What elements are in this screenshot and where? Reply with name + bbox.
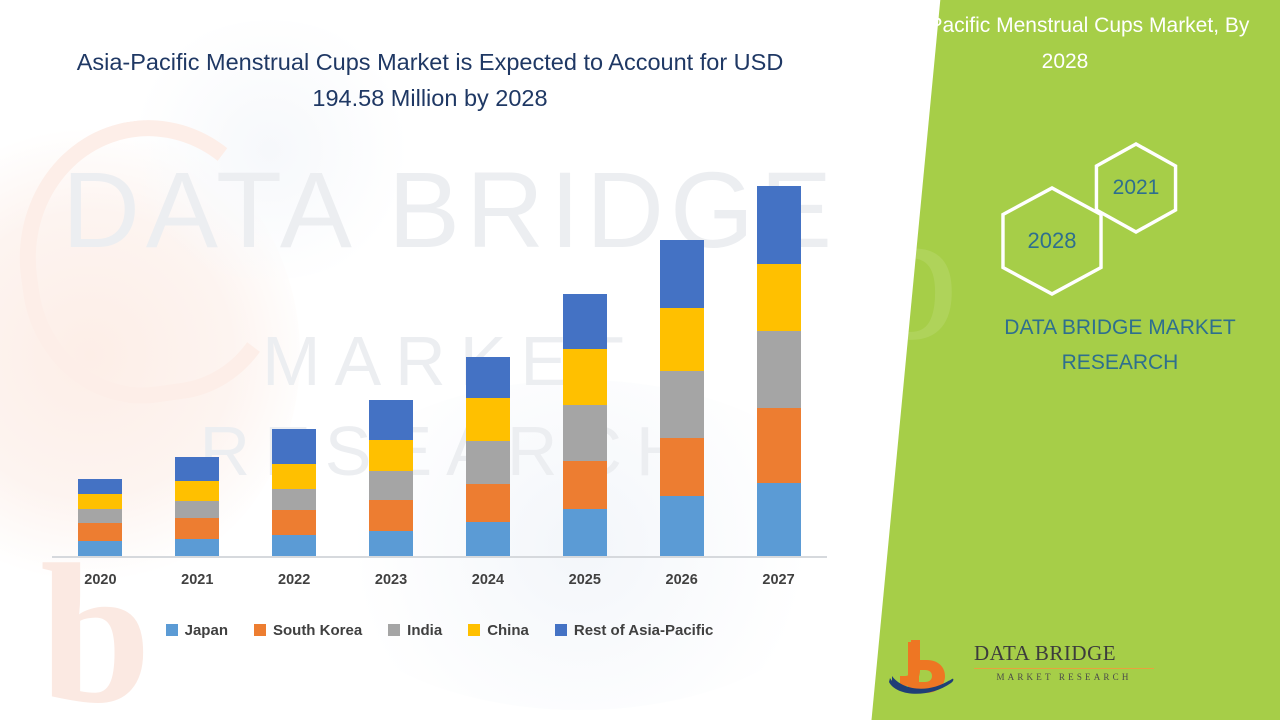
bar-segment-india[interactable] bbox=[175, 500, 220, 519]
bar-segment-india[interactable] bbox=[369, 471, 414, 500]
bar-column-2020 bbox=[52, 150, 148, 557]
bar-segment-rest-of-asia-pacific[interactable] bbox=[562, 293, 607, 350]
x-axis-label-2021: 2021 bbox=[181, 572, 214, 588]
stacked-bar[interactable] bbox=[562, 293, 607, 557]
bar-segment-japan[interactable] bbox=[175, 538, 220, 557]
bar-column-2024 bbox=[440, 150, 536, 557]
bar-segment-rest-of-asia-pacific[interactable] bbox=[659, 239, 704, 308]
logo-main-text: DATA BRIDGE bbox=[974, 640, 1154, 669]
bar-segment-japan[interactable] bbox=[369, 531, 414, 557]
bar-segment-south-korea[interactable] bbox=[175, 518, 220, 539]
bar-segment-china[interactable] bbox=[78, 494, 123, 510]
bar-segment-south-korea[interactable] bbox=[465, 484, 510, 523]
bar-segment-rest-of-asia-pacific[interactable] bbox=[272, 429, 317, 464]
x-axis-label-2023: 2023 bbox=[374, 572, 408, 588]
legend-label: India bbox=[407, 621, 443, 639]
bar-segment-south-korea[interactable] bbox=[756, 407, 801, 484]
chart-legend: Japan South Korea India China Rest of Asia-P… bbox=[52, 617, 827, 643]
legend-swatch-icon bbox=[253, 624, 266, 636]
x-axis-labels: 2020 2021 2022 2023 2024 2025 2026 2027 bbox=[52, 572, 827, 598]
stacked-bar[interactable] bbox=[756, 186, 801, 557]
bar-segment-south-korea[interactable] bbox=[659, 437, 704, 497]
legend-swatch-icon bbox=[554, 624, 567, 636]
legend-item-south-korea[interactable]: South Korea bbox=[253, 621, 363, 639]
hexagon-2028-label: 2028 bbox=[1027, 228, 1077, 253]
legend-label: Rest of Asia-Pacific bbox=[573, 621, 714, 639]
x-axis-line bbox=[52, 556, 827, 558]
legend-item-rest-of-asia-pacific[interactable]: Rest of Asia-Pacific bbox=[554, 621, 714, 639]
bar-segment-china[interactable] bbox=[562, 349, 607, 406]
stacked-bar[interactable] bbox=[175, 457, 220, 557]
bar-segment-india[interactable] bbox=[756, 330, 801, 408]
legend-item-china[interactable]: China bbox=[468, 622, 529, 639]
logo-sub-text: MARKET RESEARCH bbox=[996, 672, 1132, 682]
stacked-bar[interactable] bbox=[272, 429, 317, 557]
logo-text: DATA BRIDGE MARKET RESEARCH bbox=[974, 640, 1154, 685]
bar-segment-rest-of-asia-pacific[interactable] bbox=[78, 479, 123, 495]
stacked-bar[interactable] bbox=[78, 479, 123, 557]
stacked-bar[interactable] bbox=[369, 400, 414, 557]
bar-column-2026 bbox=[634, 150, 730, 557]
bar-segment-south-korea[interactable] bbox=[562, 460, 607, 510]
x-axis-label-2020: 2020 bbox=[84, 572, 117, 588]
bar-column-2025 bbox=[537, 150, 633, 557]
bar-column-2022 bbox=[246, 150, 342, 557]
bar-segment-china[interactable] bbox=[272, 463, 317, 489]
bar-segment-rest-of-asia-pacific[interactable] bbox=[465, 356, 510, 398]
legend-label: China bbox=[487, 621, 529, 639]
legend-item-japan[interactable]: Japan bbox=[165, 621, 228, 639]
bar-segment-japan[interactable] bbox=[465, 522, 510, 557]
legend-swatch-icon bbox=[468, 624, 481, 636]
legend-swatch-icon bbox=[165, 624, 178, 636]
data-bridge-logo[interactable]: DATA BRIDGE MARKET RESEARCH bbox=[888, 636, 1154, 702]
bar-column-2027 bbox=[731, 150, 827, 557]
bar-segment-india[interactable] bbox=[272, 488, 317, 511]
decorative-b-mark: b bbox=[40, 524, 152, 720]
bar-segment-japan[interactable] bbox=[756, 483, 801, 557]
x-axis-label-2022: 2022 bbox=[278, 572, 311, 588]
bar-column-2021 bbox=[149, 150, 245, 557]
chart-title: Asia-Pacific Menstrual Cups Market is Ex… bbox=[76, 49, 784, 111]
legend-label: South Korea bbox=[272, 621, 363, 639]
bar-segment-china[interactable] bbox=[659, 307, 704, 371]
bar-segment-china[interactable] bbox=[756, 263, 801, 331]
bar-segment-rest-of-asia-pacific[interactable] bbox=[756, 186, 801, 264]
bar-segment-south-korea[interactable] bbox=[272, 510, 317, 536]
bar-segment-india[interactable] bbox=[78, 509, 123, 524]
legend-label: Japan bbox=[184, 621, 228, 639]
bar-segment-india[interactable] bbox=[659, 370, 704, 438]
x-axis-label-2027: 2027 bbox=[762, 572, 795, 588]
bar-column-2023 bbox=[343, 150, 439, 557]
bar-segment-china[interactable] bbox=[369, 440, 414, 472]
hexagon-2021-label: 2021 bbox=[1112, 176, 1160, 199]
x-axis-label-2024: 2024 bbox=[471, 572, 505, 588]
bar-segment-japan[interactable] bbox=[78, 540, 123, 557]
bar-segment-south-korea[interactable] bbox=[369, 499, 414, 532]
bar-segment-japan[interactable] bbox=[272, 535, 317, 557]
legend-swatch-icon bbox=[388, 624, 401, 636]
logo-b-glyph bbox=[889, 640, 954, 694]
x-axis-label-2025: 2025 bbox=[568, 572, 601, 588]
brand-name: DATA BRIDGE MARKET RESEARCH bbox=[1004, 316, 1236, 374]
stacked-bar[interactable] bbox=[659, 239, 704, 557]
legend-item-india[interactable]: India bbox=[388, 622, 442, 639]
panel-title: Asia-Pacific Menstrual Cups Market, By 2… bbox=[880, 14, 1250, 73]
bar-segment-south-korea[interactable] bbox=[78, 523, 123, 541]
hexagon-2028-fill bbox=[1004, 190, 1100, 292]
bar-segment-china[interactable] bbox=[465, 397, 510, 442]
bar-segment-rest-of-asia-pacific[interactable] bbox=[175, 457, 220, 482]
x-axis-label-2026: 2026 bbox=[665, 572, 698, 588]
bar-segment-india[interactable] bbox=[562, 405, 607, 461]
bar-segment-japan[interactable] bbox=[562, 509, 607, 557]
bar-segment-china[interactable] bbox=[175, 481, 220, 501]
stacked-bar-chart bbox=[52, 150, 827, 557]
bar-segment-rest-of-asia-pacific[interactable] bbox=[369, 400, 414, 441]
stacked-bar[interactable] bbox=[465, 356, 510, 557]
bar-segment-japan[interactable] bbox=[659, 496, 704, 557]
bar-segment-india[interactable] bbox=[465, 441, 510, 485]
